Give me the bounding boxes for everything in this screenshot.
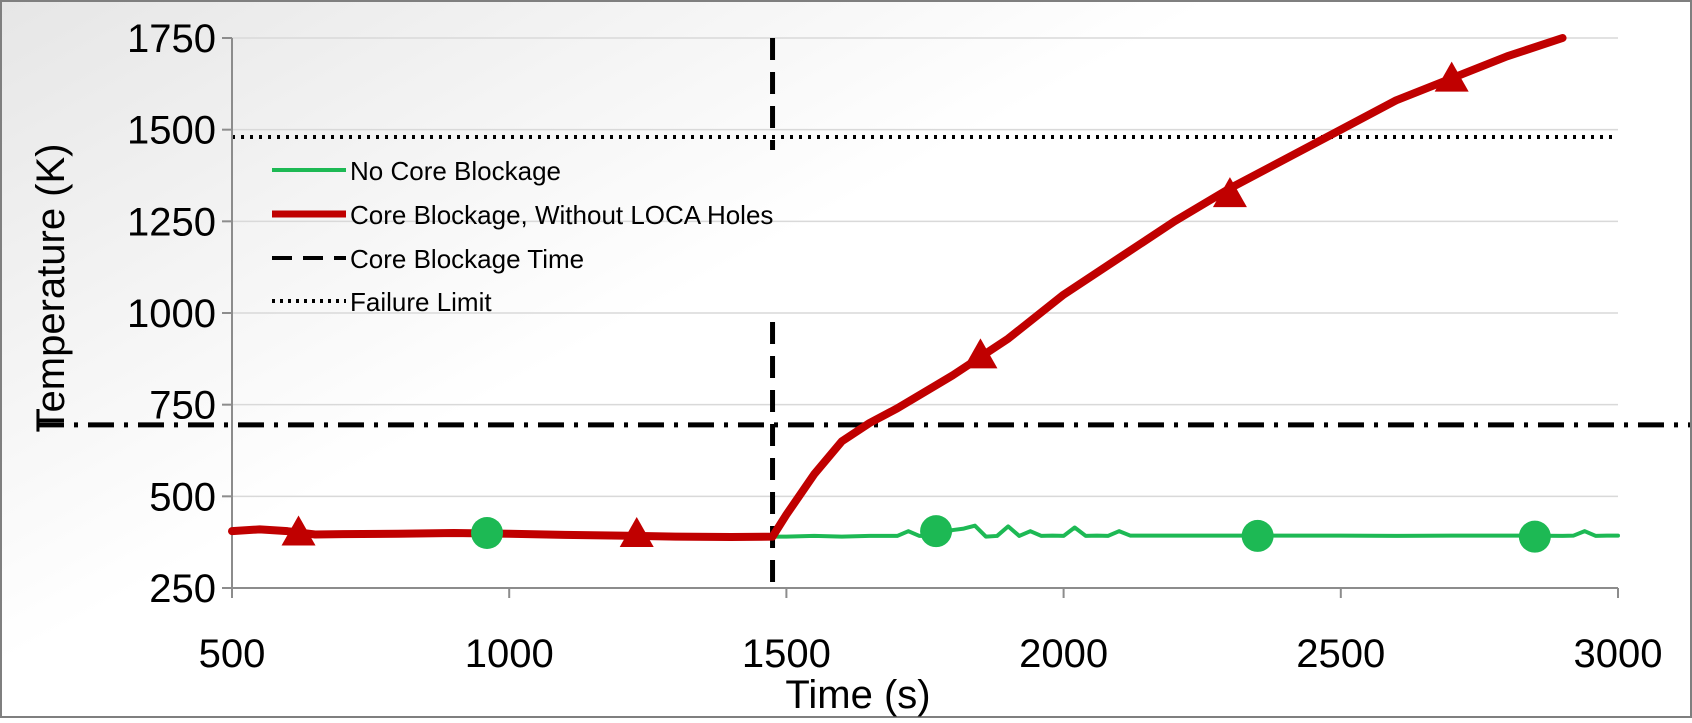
gridlines <box>232 37 1618 498</box>
y-tick-label-1750: 1750 <box>127 17 216 61</box>
series-1-marker-3 <box>1212 177 1247 208</box>
legend: No Core Blockage Core Blockage, Without … <box>272 156 773 317</box>
tick-labels: 500 1000 1500 2000 2500 3000 250 500 750 1000 1250… <box>127 17 1662 676</box>
x-tick-label-500: 500 <box>199 632 266 676</box>
y-tick-label-1000: 1000 <box>127 292 216 336</box>
series-line-0 <box>770 523 1620 539</box>
x-tick-label-2000: 2000 <box>1019 632 1108 676</box>
x-tick-label-3000: 3000 <box>1574 632 1663 676</box>
series-0-marker-2 <box>1241 519 1274 552</box>
y-tick-label-1500: 1500 <box>127 109 216 153</box>
y-tick-label-750: 750 <box>149 384 216 428</box>
series <box>228 34 1620 542</box>
series-1-marker-2 <box>963 338 998 369</box>
series-0-marker-3 <box>1518 520 1551 553</box>
markers <box>281 61 1551 553</box>
series-1-marker-0 <box>281 515 316 546</box>
legend-label-core-blockage: Core Blockage, Without LOCA Holes <box>350 200 773 230</box>
y-tick-label-500: 500 <box>149 475 216 519</box>
series-1-marker-4 <box>1434 61 1469 92</box>
x-axis-title: Time (s) <box>785 673 930 717</box>
series-0-marker-1 <box>920 515 953 548</box>
axes <box>222 37 1619 598</box>
x-tick-label-2500: 2500 <box>1296 632 1385 676</box>
legend-label-failure-limit: Failure Limit <box>350 287 492 317</box>
series-1-marker-1 <box>619 516 654 547</box>
x-tick-label-1500: 1500 <box>742 632 831 676</box>
x-tick-label-1000: 1000 <box>465 632 554 676</box>
y-axis-title: Temperature (K) <box>29 144 73 433</box>
series-0-marker-0 <box>471 517 504 549</box>
y-tick-label-250: 250 <box>149 567 216 611</box>
legend-label-no-core-blockage: No Core Blockage <box>350 156 561 186</box>
y-tick-label-1250: 1250 <box>127 200 216 244</box>
legend-label-core-blockage-time: Core Blockage Time <box>350 244 584 274</box>
series-line-1 <box>228 34 1567 542</box>
